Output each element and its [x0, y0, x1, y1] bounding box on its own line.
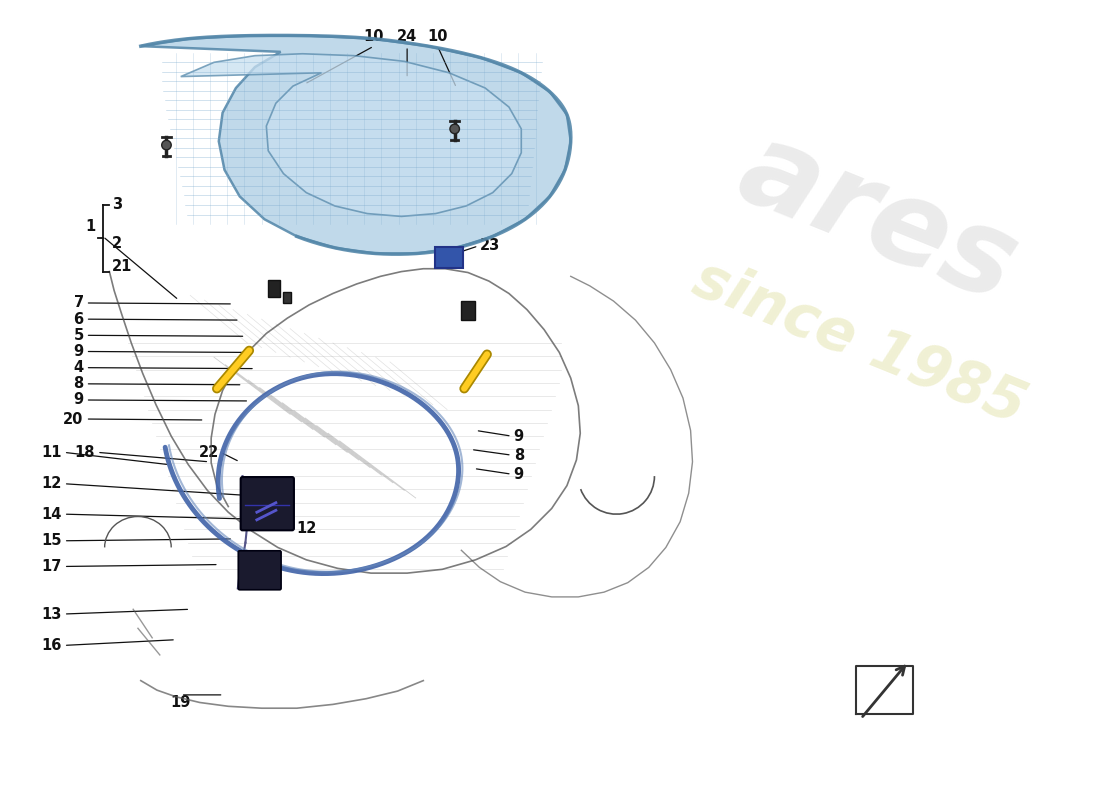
- Text: 9: 9: [514, 429, 524, 444]
- Circle shape: [162, 140, 172, 150]
- FancyBboxPatch shape: [241, 477, 294, 530]
- Text: 19: 19: [170, 695, 191, 710]
- Text: 16: 16: [42, 638, 62, 653]
- Polygon shape: [141, 36, 571, 254]
- Text: 22: 22: [198, 445, 219, 460]
- Polygon shape: [180, 54, 521, 217]
- Text: 2: 2: [112, 235, 122, 250]
- Text: 12: 12: [42, 476, 62, 491]
- Bar: [461, 301, 475, 320]
- Text: 1: 1: [85, 219, 95, 234]
- Text: 9: 9: [74, 393, 84, 407]
- Text: since 1985: since 1985: [685, 250, 1034, 435]
- Text: 18: 18: [75, 445, 95, 460]
- Text: 10: 10: [364, 29, 384, 44]
- Text: 14: 14: [42, 506, 62, 522]
- Text: 17: 17: [42, 559, 62, 574]
- Text: 3: 3: [112, 198, 122, 213]
- Circle shape: [450, 124, 460, 134]
- Text: 8: 8: [74, 376, 84, 391]
- Text: 21: 21: [112, 259, 133, 274]
- Text: 24: 24: [397, 29, 417, 44]
- Text: 5: 5: [74, 328, 84, 343]
- Bar: [268, 280, 279, 298]
- Text: 11: 11: [42, 445, 62, 460]
- Text: 6: 6: [74, 312, 84, 326]
- Text: 9: 9: [74, 344, 84, 359]
- Text: 20: 20: [64, 411, 84, 426]
- Text: 4: 4: [74, 360, 84, 375]
- FancyBboxPatch shape: [434, 247, 463, 268]
- Text: 12: 12: [296, 521, 317, 536]
- Text: 10: 10: [427, 29, 448, 44]
- Text: 15: 15: [42, 534, 62, 548]
- Text: 9: 9: [514, 466, 524, 482]
- Text: 7: 7: [74, 295, 84, 310]
- Text: 23: 23: [481, 238, 500, 254]
- Text: ares: ares: [723, 112, 1033, 326]
- Text: 8: 8: [514, 448, 524, 462]
- Bar: [284, 291, 292, 303]
- FancyBboxPatch shape: [239, 550, 282, 590]
- Text: 13: 13: [42, 606, 62, 622]
